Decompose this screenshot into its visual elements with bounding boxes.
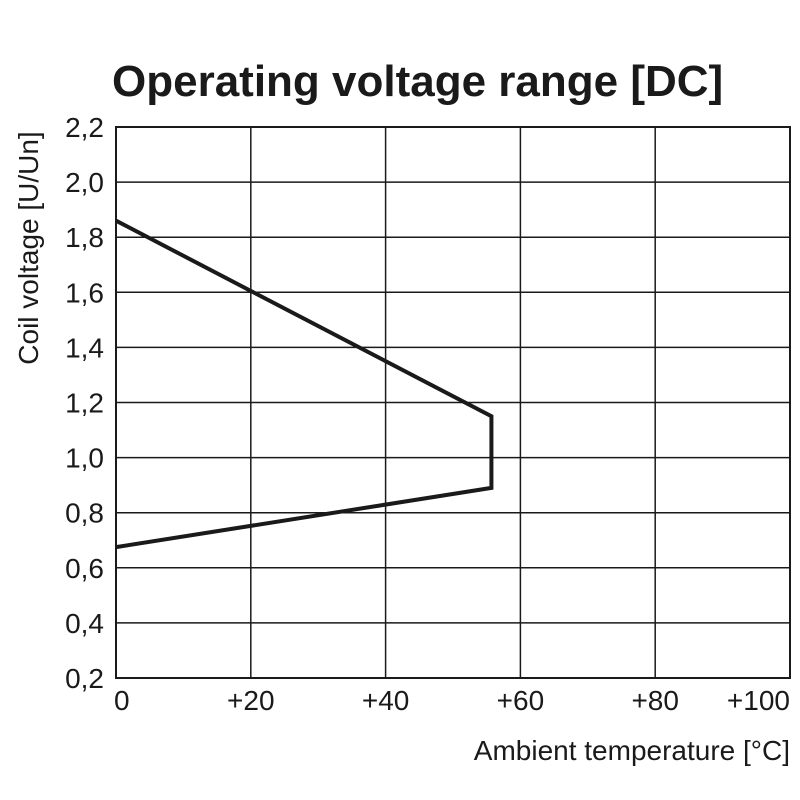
y-tick-label: 1,8 [65,222,104,253]
x-tick-label: 0 [114,685,130,716]
x-tick-label: +80 [631,685,679,716]
x-tick-label: +60 [497,685,545,716]
y-tick-label: 0,6 [65,553,104,584]
y-axis-ticks: 0,2 0,4 0,6 0,8 1,0 1,2 1,4 1,6 1,8 2,0 2,2 [65,112,104,694]
chart-title: Operating voltage range [DC] [112,57,723,106]
x-axis-label: Ambient temperature [°C] [474,735,790,766]
chart-grid [115,126,791,679]
series-line [115,218,494,550]
x-axis-ticks: 0 +20 +40 +60 +80 +100 [114,685,790,716]
x-tick-label: +40 [362,685,410,716]
y-tick-label: 1,0 [65,443,104,474]
y-tick-label: 0,2 [65,663,104,694]
y-tick-label: 1,4 [65,332,104,363]
y-tick-label: 1,2 [65,388,104,419]
y-tick-label: 0,8 [65,498,104,529]
y-tick-label: 1,6 [65,277,104,308]
y-axis-label: Coil voltage [U/Un] [13,131,44,364]
x-tick-label: +100 [727,685,790,716]
plot-frame [115,126,791,679]
y-tick-label: 2,0 [65,167,104,198]
chart-series [115,218,494,550]
x-tick-label: +20 [227,685,275,716]
y-tick-label: 0,4 [65,608,104,639]
y-tick-label: 2,2 [65,112,104,143]
